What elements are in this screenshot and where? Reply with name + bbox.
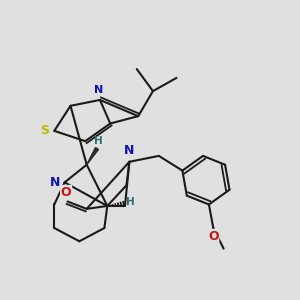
Text: N: N xyxy=(94,85,103,94)
Text: O: O xyxy=(208,230,219,242)
Text: H: H xyxy=(126,197,134,207)
Text: S: S xyxy=(40,124,49,137)
Text: O: O xyxy=(61,186,71,199)
Polygon shape xyxy=(87,148,98,165)
Text: N: N xyxy=(50,176,60,189)
Text: H: H xyxy=(94,136,102,146)
Text: N: N xyxy=(124,144,135,158)
